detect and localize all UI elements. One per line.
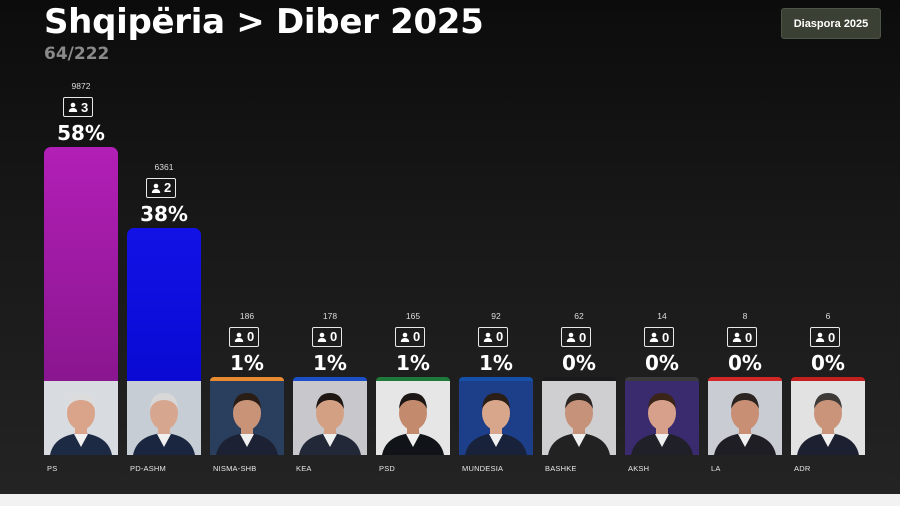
percent-label: 0% bbox=[811, 351, 845, 375]
seats-badge: 0 bbox=[644, 327, 675, 347]
candidate-photo bbox=[625, 381, 699, 455]
seats-badge: 0 bbox=[229, 326, 260, 347]
votes-count: 92 bbox=[491, 310, 501, 321]
seats-count: 0 bbox=[247, 329, 255, 345]
bar-bashke bbox=[542, 377, 616, 381]
seats-badge: 0 bbox=[727, 327, 758, 347]
party-label: PS bbox=[47, 464, 58, 473]
seats-badge: 2 bbox=[146, 177, 177, 198]
candidate-portrait bbox=[708, 381, 782, 455]
votes-count: 6361 bbox=[154, 161, 174, 172]
votes-count: 9872 bbox=[71, 81, 91, 92]
seats-count: 0 bbox=[828, 329, 836, 345]
seats-count: 0 bbox=[330, 329, 338, 345]
seats-count: 0 bbox=[496, 329, 504, 345]
votes-count: 6 bbox=[825, 311, 831, 321]
party-label: MUNDESIA bbox=[462, 464, 504, 473]
percent-label: 0% bbox=[562, 351, 596, 375]
percent-label: 0% bbox=[645, 351, 679, 375]
percent-label: 1% bbox=[230, 350, 264, 375]
bar-adr bbox=[791, 377, 865, 381]
person-icon bbox=[68, 102, 78, 113]
person-icon bbox=[483, 332, 493, 342]
seats-count: 0 bbox=[745, 329, 753, 345]
seats-badge: 3 bbox=[63, 97, 94, 118]
person-icon bbox=[317, 332, 327, 342]
seats-badge: 0 bbox=[312, 326, 343, 347]
votes-count: 62 bbox=[574, 311, 584, 321]
diaspora-button[interactable]: Diaspora 2025 bbox=[781, 8, 881, 39]
seats-count: 0 bbox=[413, 329, 421, 345]
percent-label: 0% bbox=[728, 351, 762, 375]
percent-label: 38% bbox=[140, 201, 188, 226]
candidate-photo bbox=[791, 381, 865, 455]
votes-count: 186 bbox=[239, 310, 255, 321]
person-icon bbox=[234, 332, 244, 342]
party-label: BASHKE bbox=[545, 464, 577, 473]
percent-label: 1% bbox=[396, 350, 430, 375]
percent-label: 1% bbox=[313, 350, 347, 375]
candidate-photo bbox=[127, 381, 201, 455]
party-label: NISMA-SHB bbox=[213, 464, 257, 473]
seats-count: 0 bbox=[662, 329, 670, 345]
bottom-strip bbox=[0, 494, 900, 506]
candidate-photo bbox=[210, 381, 284, 455]
votes-count: 14 bbox=[657, 311, 667, 321]
candidate-portrait bbox=[459, 381, 533, 455]
reporting-count: 64/222 bbox=[44, 44, 110, 64]
candidate-portrait bbox=[210, 381, 284, 455]
bar-mundesia bbox=[459, 376, 533, 381]
bar-psd bbox=[376, 376, 450, 381]
bar-pd-ashm bbox=[127, 227, 201, 381]
person-icon bbox=[151, 183, 161, 193]
party-label: AKSH bbox=[628, 464, 650, 473]
seats-count: 3 bbox=[81, 99, 89, 115]
candidate-photo bbox=[542, 381, 616, 455]
party-label: PD-ASHM bbox=[130, 464, 166, 473]
page-title: Shqipëria > Diber 2025 bbox=[44, 2, 484, 42]
party-label: LA bbox=[711, 464, 721, 473]
bar-aksh bbox=[625, 377, 699, 381]
results-chart: 58% 3 9872 PS 38% 2 6361 PD-ASHM 1% 0 186 NISMA-SHB… bbox=[44, 81, 865, 473]
candidate-portrait bbox=[542, 381, 616, 455]
candidate-portrait bbox=[44, 381, 118, 455]
party-label: ADR bbox=[794, 464, 811, 473]
candidate-portrait bbox=[293, 381, 367, 455]
party-label: PSD bbox=[379, 464, 396, 473]
votes-count: 8 bbox=[742, 311, 748, 321]
bar-ps bbox=[44, 147, 118, 381]
person-icon bbox=[815, 332, 825, 342]
votes-count: 178 bbox=[322, 310, 338, 321]
candidate-photo bbox=[44, 381, 118, 455]
person-icon bbox=[400, 332, 410, 342]
candidate-portrait bbox=[625, 381, 699, 455]
percent-label: 1% bbox=[479, 350, 513, 375]
candidate-photo bbox=[459, 381, 533, 455]
bar-kea bbox=[293, 376, 367, 381]
seats-count: 2 bbox=[164, 180, 172, 196]
bar-nisma-shb bbox=[210, 376, 284, 381]
votes-count: 165 bbox=[405, 310, 421, 321]
party-label: KEA bbox=[296, 464, 312, 473]
percent-label: 58% bbox=[57, 121, 105, 146]
candidate-portrait bbox=[791, 381, 865, 455]
seats-badge: 0 bbox=[810, 327, 841, 347]
person-icon bbox=[732, 332, 742, 342]
candidate-photo bbox=[376, 381, 450, 455]
seats-badge: 0 bbox=[561, 327, 592, 347]
candidate-portrait bbox=[376, 381, 450, 455]
candidate-portrait bbox=[127, 381, 201, 455]
seats-badge: 0 bbox=[478, 326, 509, 347]
seats-count: 0 bbox=[579, 329, 587, 345]
seats-badge: 0 bbox=[395, 326, 426, 347]
bar-la bbox=[708, 377, 782, 381]
person-icon bbox=[649, 332, 659, 342]
person-icon bbox=[566, 332, 576, 342]
candidate-photo bbox=[293, 381, 367, 455]
candidate-photo bbox=[708, 381, 782, 455]
